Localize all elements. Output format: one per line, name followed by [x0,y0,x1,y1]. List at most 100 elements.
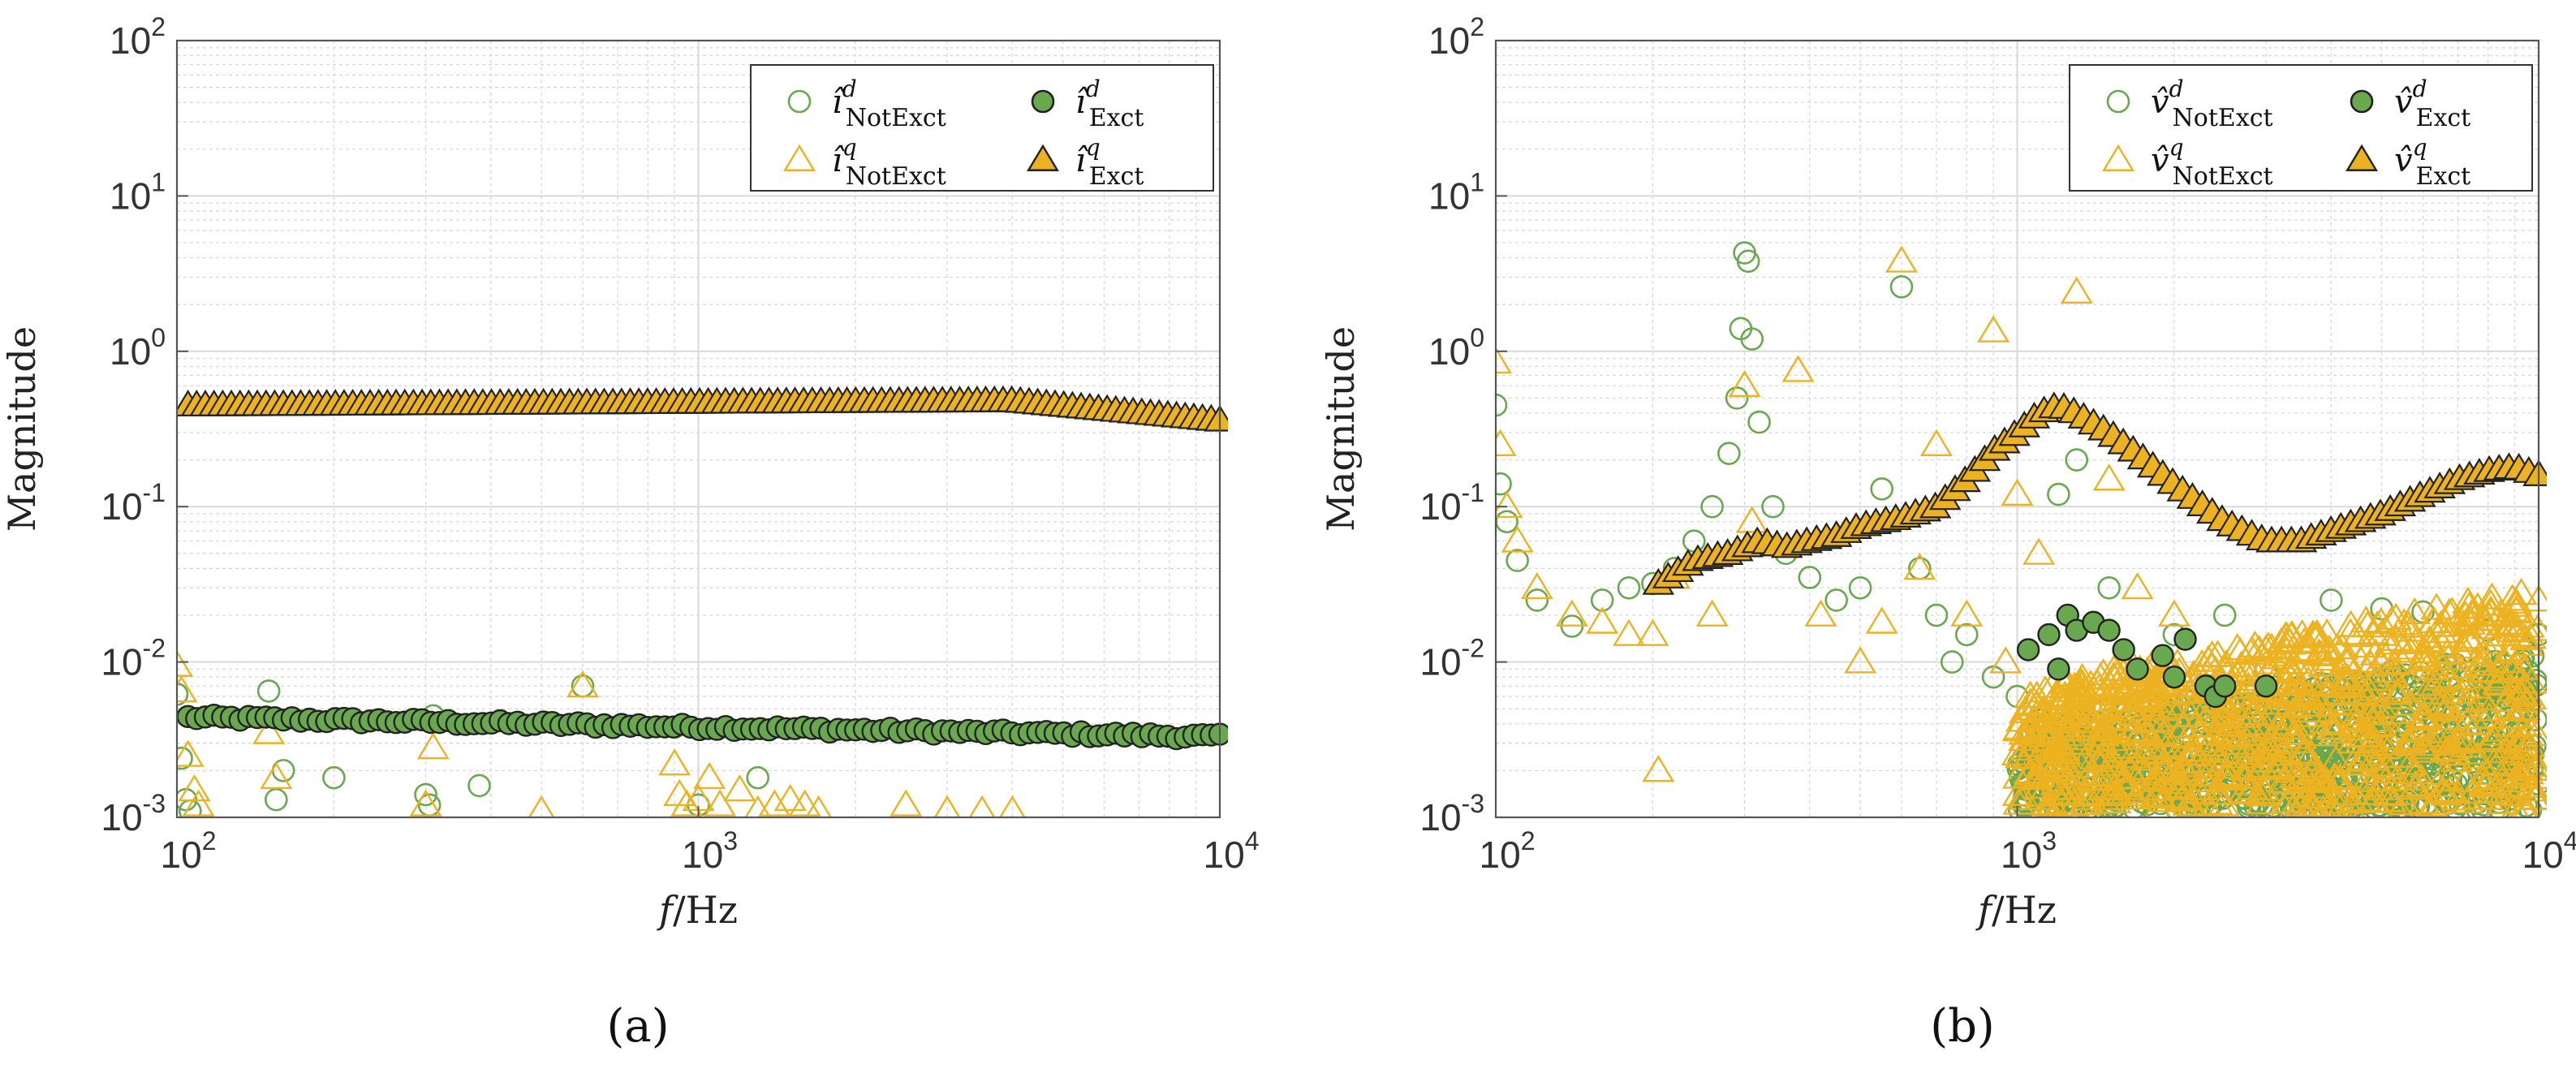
legend-label: îd Exct [1075,75,1144,132]
legend-entry: îq Exct [1027,134,1144,191]
data-point-triangle-1 [2231,692,2264,719]
data-point-triangle-1 [2014,688,2048,716]
data-point-circle-2 [2254,674,2278,698]
data-point-triangle-1 [1613,618,1645,646]
x-tick-label: 102 [1480,826,1536,876]
legend-label: v̂d Exct [2394,75,2470,132]
data-point-circle-0 [264,787,288,812]
data-point-triangle-1 [2521,753,2547,781]
legend-label: v̂q Exct [2394,134,2470,191]
y-tick-label: 100 [110,323,166,373]
legend: v̂d NotExct v̂d Exct v̂q NotExct v̂q Exct [2069,64,2533,192]
data-point-triangle-1 [2192,644,2225,672]
data-point-triangle-1 [2454,685,2487,713]
data-point-triangle-1 [2066,662,2099,690]
data-point-triangle-1 [2101,735,2134,763]
data-point-triangle-1 [2509,791,2540,817]
data-point-circle-0 [1747,410,1771,434]
legend-entry: v̂q NotExct [2102,134,2273,191]
data-point-triangle-1 [1501,525,1534,553]
data-point-triangle-1 [2501,614,2535,641]
chart-panel-b: 102 103 104 10-3 10-2 10-1 100 101 102 f/Hz Magnit… [1319,12,2576,932]
data-point-triangle-1 [1781,355,1815,382]
data-marks [1496,241,2547,817]
data-point-triangle-1 [2081,668,2114,696]
data-point-triangle-1 [2008,723,2041,752]
data-point-triangle-1 [2474,725,2507,752]
y-axis-label: Magnitude [0,326,44,532]
data-point-triangle-1 [2477,747,2510,775]
data-point-triangle-1 [2521,614,2547,641]
data-point-triangle-1 [2451,786,2484,814]
data-point-triangle-1 [2028,752,2061,780]
y-tick-label: 10-2 [101,634,166,683]
data-point-triangle-1 [1496,346,1512,374]
data-point-circle-2 [2097,618,2121,642]
data-point-triangle-1 [2226,719,2259,747]
data-point-triangle-1 [2256,739,2290,766]
legend-label: v̂q NotExct [2151,134,2273,191]
data-point-triangle-1 [2346,743,2380,770]
data-point-triangle-1 [2364,606,2397,635]
data-point-triangle-1 [2060,276,2093,304]
data-point-triangle-1 [2470,655,2503,683]
data-point-triangle-1 [2089,758,2122,786]
data-point-triangle-1 [2157,754,2190,782]
data-point-triangle-1 [2251,647,2284,674]
y-tick-label: 10-3 [101,789,166,838]
data-point-triangle-1 [2138,782,2171,809]
data-point-circle-0 [1924,603,1949,627]
data-point-triangle-1 [1695,599,1729,627]
data-marks [177,385,1228,817]
legend-marker [2346,144,2378,171]
data-point-triangle-1 [2487,609,2520,636]
data-point-triangle-1 [2264,655,2297,683]
data-point-triangle-1 [2223,727,2256,755]
data-point-triangle-1 [2449,765,2482,793]
data-point-circle-0 [1870,477,1893,501]
x-axis-label: f/Hz [657,888,738,932]
data-point-triangle-1 [2393,748,2427,776]
data-point-triangle-1 [2111,677,2144,705]
data-point-triangle-1 [2413,624,2446,653]
data-point-triangle-1 [2361,610,2394,638]
data-point-triangle-1 [2172,788,2205,816]
x-tick-label: 102 [161,826,217,876]
data-point-triangle-1 [2115,741,2148,769]
y-tick-label: 101 [1428,167,1484,217]
data-point-triangle-1 [2344,670,2377,699]
data-point-circle-0 [1525,588,1549,612]
data-point-circle-0 [2047,482,2070,506]
data-point-circle-2 [2047,657,2070,681]
data-point-triangle-1 [2380,602,2413,630]
data-point-triangle-1 [758,789,791,817]
x-tick-label: 103 [682,826,738,876]
data-point-triangle-1 [2169,755,2203,783]
data-point-triangle-1 [2319,716,2352,743]
data-point-triangle-1 [2052,777,2085,805]
legend-entry: v̂d Exct [2350,75,2470,132]
data-point-triangle-1 [2302,689,2336,718]
data-point-triangle-1 [1496,429,1517,456]
data-point-triangle-1 [2485,619,2518,647]
data-point-triangle-1 [2117,698,2150,726]
data-point-circle-0 [1496,393,1508,417]
data-point-triangle-1 [2189,735,2222,762]
data-point-triangle-1 [968,795,996,817]
data-point-triangle-1 [2319,794,2347,817]
data-point-triangle-1 [2359,663,2393,691]
data-point-triangle-1 [2358,749,2392,777]
data-point-triangle-1 [2292,743,2325,771]
data-point-triangle-1 [2455,598,2488,626]
data-point-triangle-1 [409,789,442,817]
data-point-triangle-1 [805,795,832,817]
data-point-triangle-1 [2278,668,2311,696]
data-point-triangle-1 [2492,636,2525,664]
data-point-triangle-1 [2070,788,2103,816]
data-point-triangle-1 [704,789,737,817]
data-point-triangle-1 [2344,745,2377,773]
data-point-triangle-1 [2520,749,2547,777]
data-point-triangle-1 [177,649,193,677]
legend-marker [1027,144,1059,171]
